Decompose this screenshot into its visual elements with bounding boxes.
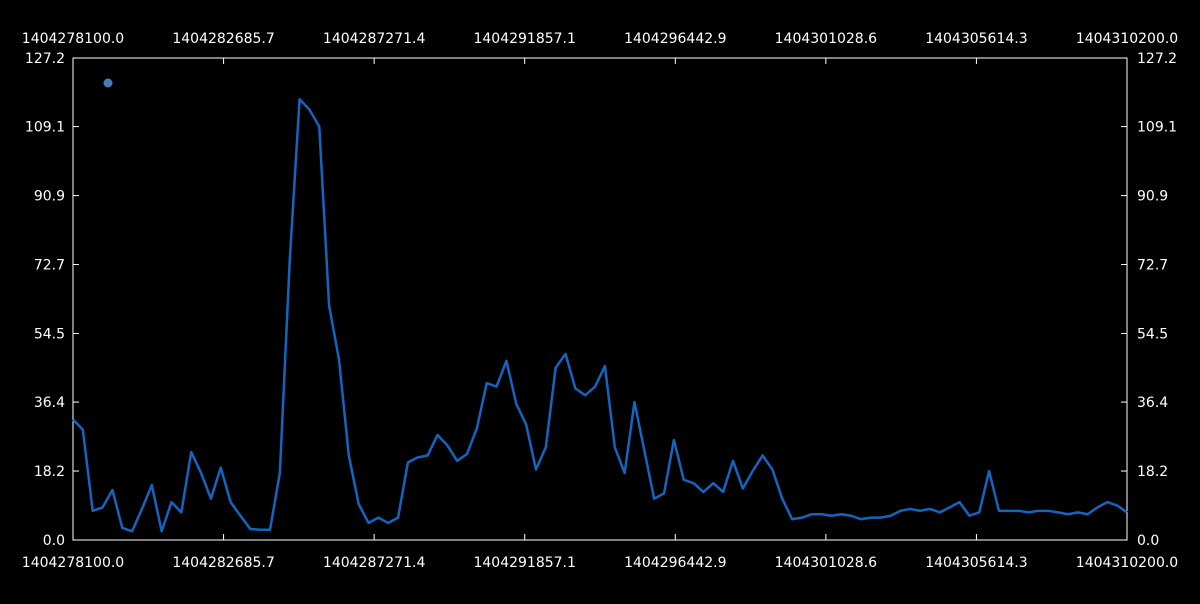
y-tick-label-right: 18.2 bbox=[1137, 464, 1168, 480]
x-tick-label-bottom: 1404310200.0 bbox=[1076, 555, 1178, 571]
y-tick-label-right: 72.7 bbox=[1137, 258, 1168, 274]
y-tick-label-left: 109.1 bbox=[25, 120, 65, 136]
x-tick-label-top: 1404305614.3 bbox=[925, 31, 1027, 47]
y-tick-label-left: 90.9 bbox=[34, 189, 65, 205]
y-tick-label-right: 90.9 bbox=[1137, 189, 1168, 205]
legend-marker bbox=[103, 78, 113, 88]
x-tick-label-top: 1404310200.0 bbox=[1076, 31, 1178, 47]
y-tick-label-left: 72.7 bbox=[34, 258, 65, 274]
x-tick-label-top: 1404291857.1 bbox=[473, 31, 575, 47]
y-tick-label-right: 109.1 bbox=[1137, 120, 1177, 136]
x-tick-label-bottom: 1404301028.6 bbox=[775, 555, 878, 571]
y-tick-label-left: 54.5 bbox=[34, 326, 65, 342]
y-tick-label-left: 127.2 bbox=[25, 51, 65, 67]
tick-labels: 0.0 0.0 18.2 18.2 36.4 36.4 54.5 54.5 72.7 72.7 90… bbox=[22, 31, 1178, 571]
y-tick-label-left: 18.2 bbox=[34, 464, 65, 480]
x-tick-label-top: 1404278100.0 bbox=[22, 31, 124, 47]
y-tick-label-right: 36.4 bbox=[1137, 395, 1168, 411]
y-tick-label-right: 127.2 bbox=[1137, 51, 1177, 67]
x-tick-label-top: 1404287271.4 bbox=[323, 31, 426, 47]
x-tick-label-bottom: 1404296442.9 bbox=[624, 555, 726, 571]
y-tick-label-left: 0.0 bbox=[43, 533, 65, 549]
x-tick-label-top: 1404301028.6 bbox=[775, 31, 878, 47]
x-tick-label-top: 1404296442.9 bbox=[624, 31, 726, 47]
x-tick-label-bottom: 1404291857.1 bbox=[473, 555, 575, 571]
x-tick-label-top: 1404282685.7 bbox=[172, 31, 274, 47]
axes bbox=[72, 57, 1128, 541]
y-tick-label-right: 54.5 bbox=[1137, 326, 1168, 342]
x-tick-label-bottom: 1404287271.4 bbox=[323, 555, 426, 571]
x-tick-label-bottom: 1404282685.7 bbox=[172, 555, 274, 571]
plot-frame bbox=[72, 57, 1128, 541]
y-tick-label-right: 0.0 bbox=[1137, 533, 1159, 549]
y-tick-label-left: 36.4 bbox=[34, 395, 65, 411]
series-line bbox=[72, 98, 1128, 533]
x-tick-label-bottom: 1404305614.3 bbox=[925, 555, 1027, 571]
x-tick-label-bottom: 1404278100.0 bbox=[22, 555, 124, 571]
